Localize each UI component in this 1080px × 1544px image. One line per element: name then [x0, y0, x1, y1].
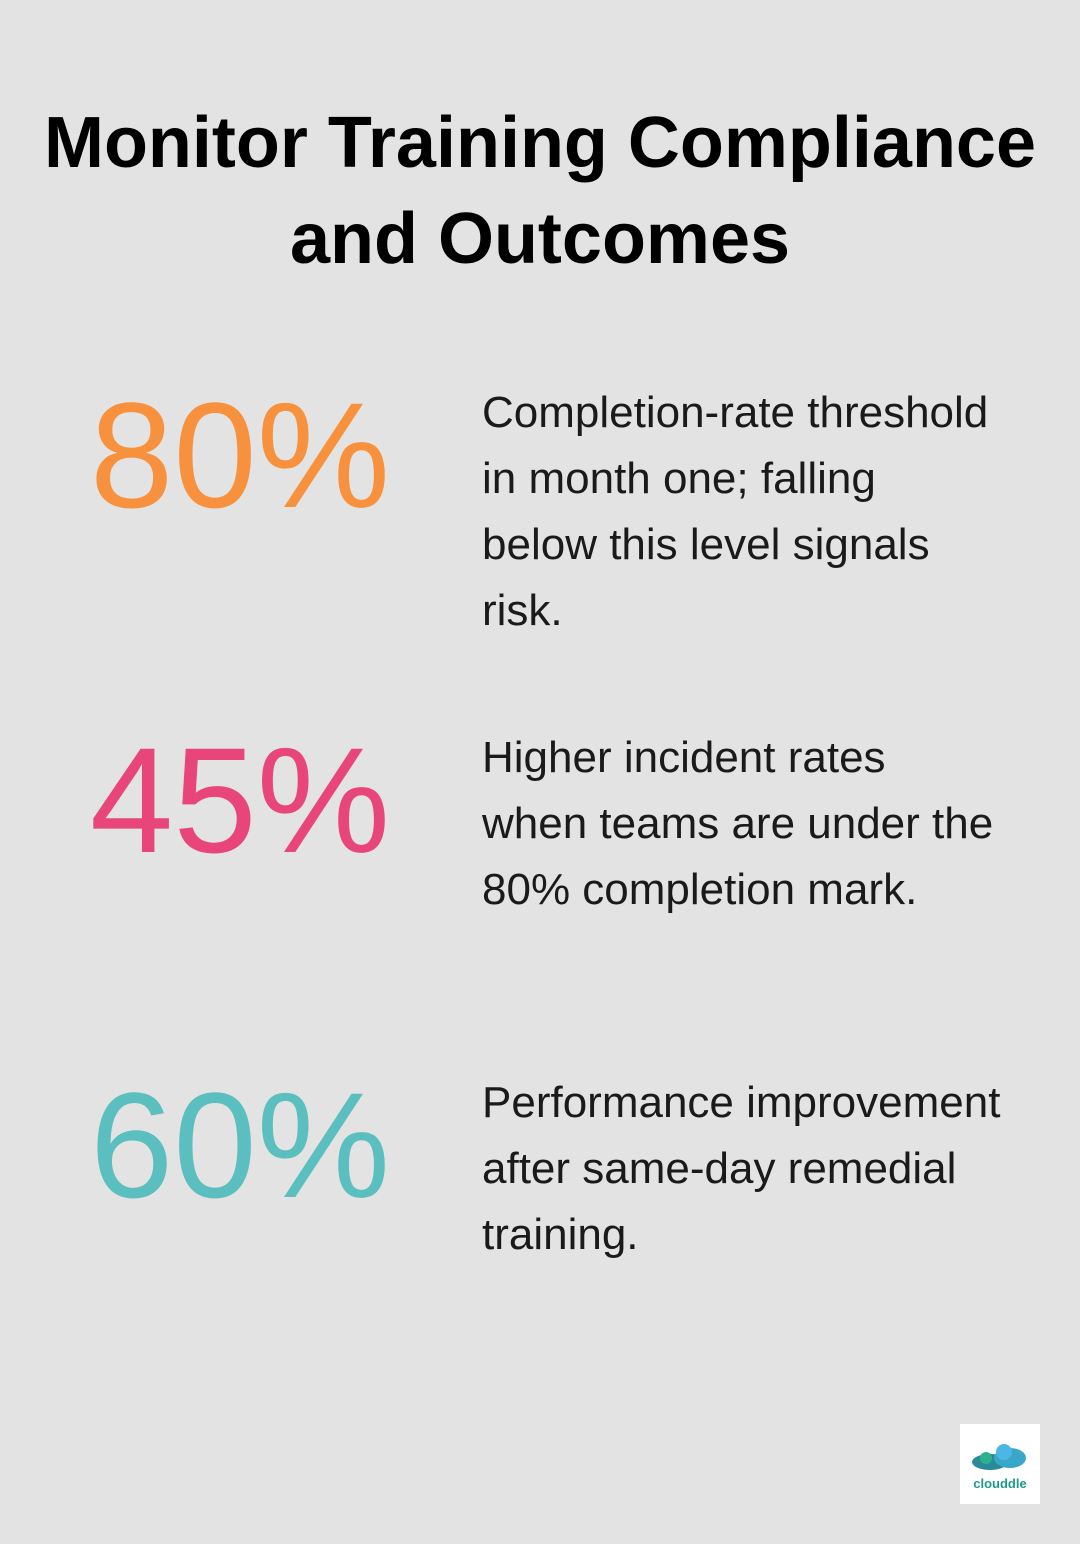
- stat-value: 45%: [89, 716, 391, 884]
- title: Monitor Training Compliance and Outcomes: [43, 103, 1037, 279]
- stat-description: Higher incident rates when teams are und…: [482, 733, 994, 914]
- logo: clouddle: [960, 1424, 1040, 1504]
- stat-value: 60%: [89, 1061, 391, 1229]
- logo-text: clouddle: [973, 1476, 1027, 1491]
- stat-description: Completion-rate threshold in month one; …: [482, 388, 989, 635]
- stat-value: 80%: [89, 371, 391, 539]
- logo-icon: [972, 1444, 1026, 1470]
- stat-description: Performance improvement after same-day r…: [482, 1078, 1001, 1259]
